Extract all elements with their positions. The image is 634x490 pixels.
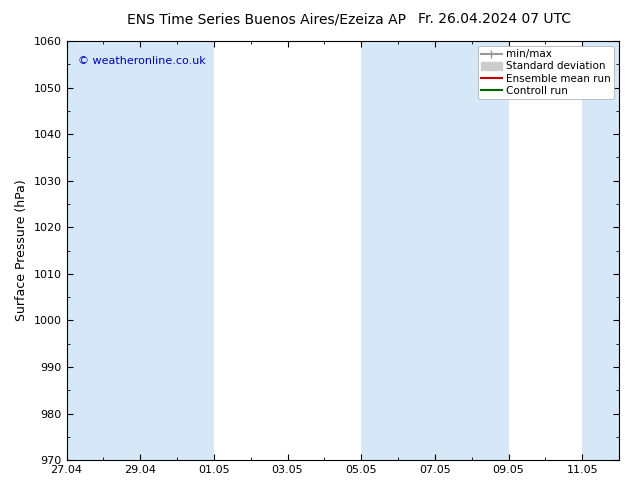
Bar [67, 41, 140, 460]
Bar [582, 41, 619, 460]
Bar [361, 41, 435, 460]
Bar [435, 41, 508, 460]
Text: ENS Time Series Buenos Aires/Ezeiza AP: ENS Time Series Buenos Aires/Ezeiza AP [127, 12, 406, 26]
Text: © weatheronline.co.uk: © weatheronline.co.uk [77, 56, 205, 66]
Legend: min/max, Standard deviation, Ensemble mean run, Controll run: min/max, Standard deviation, Ensemble me… [478, 46, 614, 99]
Y-axis label: Surface Pressure (hPa): Surface Pressure (hPa) [15, 180, 28, 321]
Bar [140, 41, 214, 460]
Text: Fr. 26.04.2024 07 UTC: Fr. 26.04.2024 07 UTC [418, 12, 571, 26]
